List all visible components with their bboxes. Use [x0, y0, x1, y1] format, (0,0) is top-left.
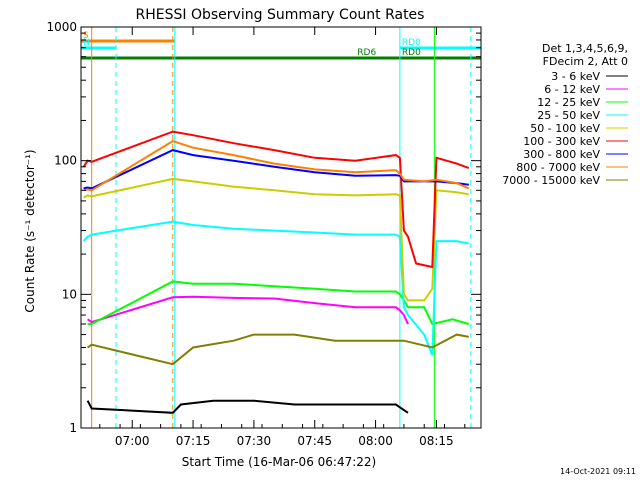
y-tick-label: 10 [62, 287, 77, 301]
legend-label: 25 - 50 keV [537, 109, 600, 122]
series-line [83, 177, 469, 302]
legend-label: 7000 - 15000 keV [502, 174, 600, 187]
y-tick-label: 1000 [46, 20, 77, 34]
series-line [87, 295, 409, 325]
flag-bar-label: RD0 [402, 38, 421, 48]
legend-label: 50 - 100 keV [530, 122, 600, 135]
chart-title: RHESSI Observing Summary Count Rates [136, 7, 425, 23]
plot-frame [80, 26, 482, 429]
series-line [82, 220, 469, 356]
flag-bar-label: N [83, 38, 90, 48]
legend-label: 800 - 7000 keV [516, 161, 600, 174]
legend-label: 6 - 12 keV [544, 83, 600, 96]
vertical-markers [91, 27, 472, 428]
legend-label: 100 - 300 keV [523, 135, 600, 148]
x-tick-label: 07:45 [297, 434, 332, 448]
axes: 07:00 07:15 07:30 07:45 08:00 08:15 1 10 100 1000 [46, 20, 482, 448]
series-line [82, 130, 470, 269]
legend-label: 12 - 25 keV [537, 96, 600, 109]
series-line [87, 333, 469, 366]
legend-label: 300 - 800 keV [523, 148, 600, 161]
y-axis-label: Count Rate (s⁻¹ detector⁻¹) [23, 149, 37, 312]
series-line [87, 280, 470, 326]
legend-header-line-1: Det 1,3,4,5,6,9, [542, 42, 628, 55]
flag-bar-label: S [83, 31, 89, 41]
legend-header-line-2: FDecim 2, Att 0 [543, 55, 628, 68]
series-lines [82, 130, 470, 414]
x-tick-label: 07:30 [237, 434, 272, 448]
series-line [86, 399, 409, 414]
x-axis-label: Start Time (16-Mar-06 06:47:22) [182, 455, 376, 469]
series-line [83, 140, 470, 192]
x-tick-label: 07:15 [176, 434, 211, 448]
y-tick-label: 1 [69, 421, 77, 435]
flag-bar-label: RD0 [402, 48, 421, 58]
flag-bar-label: RD6 [357, 48, 376, 58]
x-tick-label: 08:15 [419, 434, 454, 448]
legend-label: 3 - 6 keV [551, 70, 600, 83]
x-tick-label: 08:00 [358, 434, 393, 448]
y-tick-label: 100 [54, 154, 77, 168]
x-tick-label: 07:00 [115, 434, 150, 448]
footer-date: 14-Oct-2021 09:11 [560, 467, 636, 476]
